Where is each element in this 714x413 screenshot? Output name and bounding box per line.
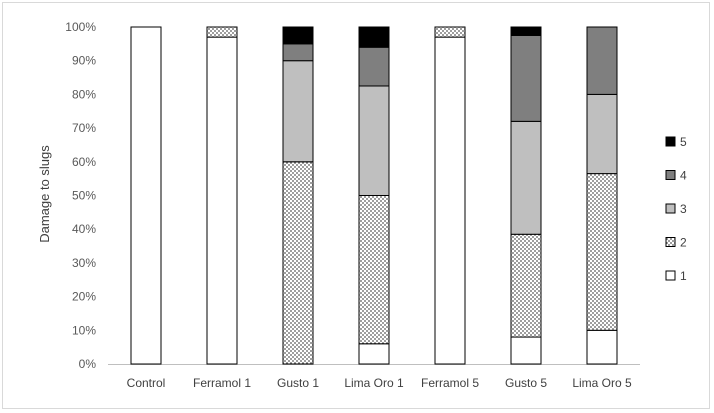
chart-frame [2, 2, 710, 409]
bar-segment [586, 93, 618, 175]
bar-segment [510, 336, 542, 365]
bars [130, 26, 618, 365]
bar-segment [206, 26, 238, 38]
bar-segment [206, 36, 238, 365]
y-tick-label: 0% [79, 357, 97, 371]
bar-segment [358, 26, 390, 48]
bar-segment [358, 46, 390, 87]
y-tick-label: 80% [72, 87, 96, 101]
y-axis-title: Damage to slugs [37, 145, 52, 243]
legend-swatch [665, 136, 676, 147]
bar-segment [282, 43, 314, 62]
bar-segment [358, 343, 390, 365]
x-tick-label: Control [127, 376, 166, 390]
x-tick-label: Lima Oro 1 [344, 376, 404, 390]
legend-label: 1 [680, 269, 687, 283]
y-tick-label: 100% [65, 20, 96, 34]
bar-segment [586, 173, 618, 331]
y-tick-label: 50% [72, 189, 96, 203]
x-tick-label: Lima Oro 5 [572, 376, 632, 390]
legend-swatch [665, 237, 676, 247]
x-axis-labels: Control Ferramol 1 Gusto 1 Lima Oro 1 Ferram… [127, 376, 632, 390]
x-tick-label: Gusto 5 [505, 376, 547, 390]
bar-segment [282, 26, 314, 45]
x-tick-label: Ferramol 1 [193, 376, 251, 390]
bar-segment [282, 161, 314, 365]
bar-segment [510, 233, 542, 338]
y-tick-label: 90% [72, 54, 96, 68]
y-tick-label: 60% [72, 155, 96, 169]
legend-swatch [665, 270, 676, 281]
bar-segment [434, 26, 466, 38]
legend-swatch [665, 203, 676, 214]
legend-swatch [665, 170, 676, 180]
bar-segment [586, 26, 618, 95]
y-tick-label: 70% [72, 121, 96, 135]
x-tick-label: Ferramol 5 [421, 376, 479, 390]
legend: 5 4 3 2 1 [665, 135, 687, 283]
legend-label: 3 [680, 202, 687, 216]
bar-segment [510, 26, 542, 36]
bar-segment [510, 34, 542, 122]
y-tick-label: 10% [72, 323, 96, 337]
bar-segment [282, 60, 314, 163]
y-axis: 0% 10% 20% 30% 40% 50% 60% 70% 80% 90% 100% [65, 20, 640, 371]
y-tick-label: 20% [72, 290, 96, 304]
bar-segment [130, 26, 162, 365]
y-tick-label: 40% [72, 222, 96, 236]
legend-label: 4 [680, 169, 687, 183]
bar-segment [434, 36, 466, 365]
bar-segment [358, 195, 390, 345]
bar-segment [510, 120, 542, 235]
legend-label: 5 [680, 135, 687, 149]
bar-segment [358, 85, 390, 196]
bar-segment [586, 329, 618, 365]
y-tick-label: 30% [72, 256, 96, 270]
x-tick-label: Gusto 1 [277, 376, 319, 390]
legend-label: 2 [680, 236, 687, 250]
